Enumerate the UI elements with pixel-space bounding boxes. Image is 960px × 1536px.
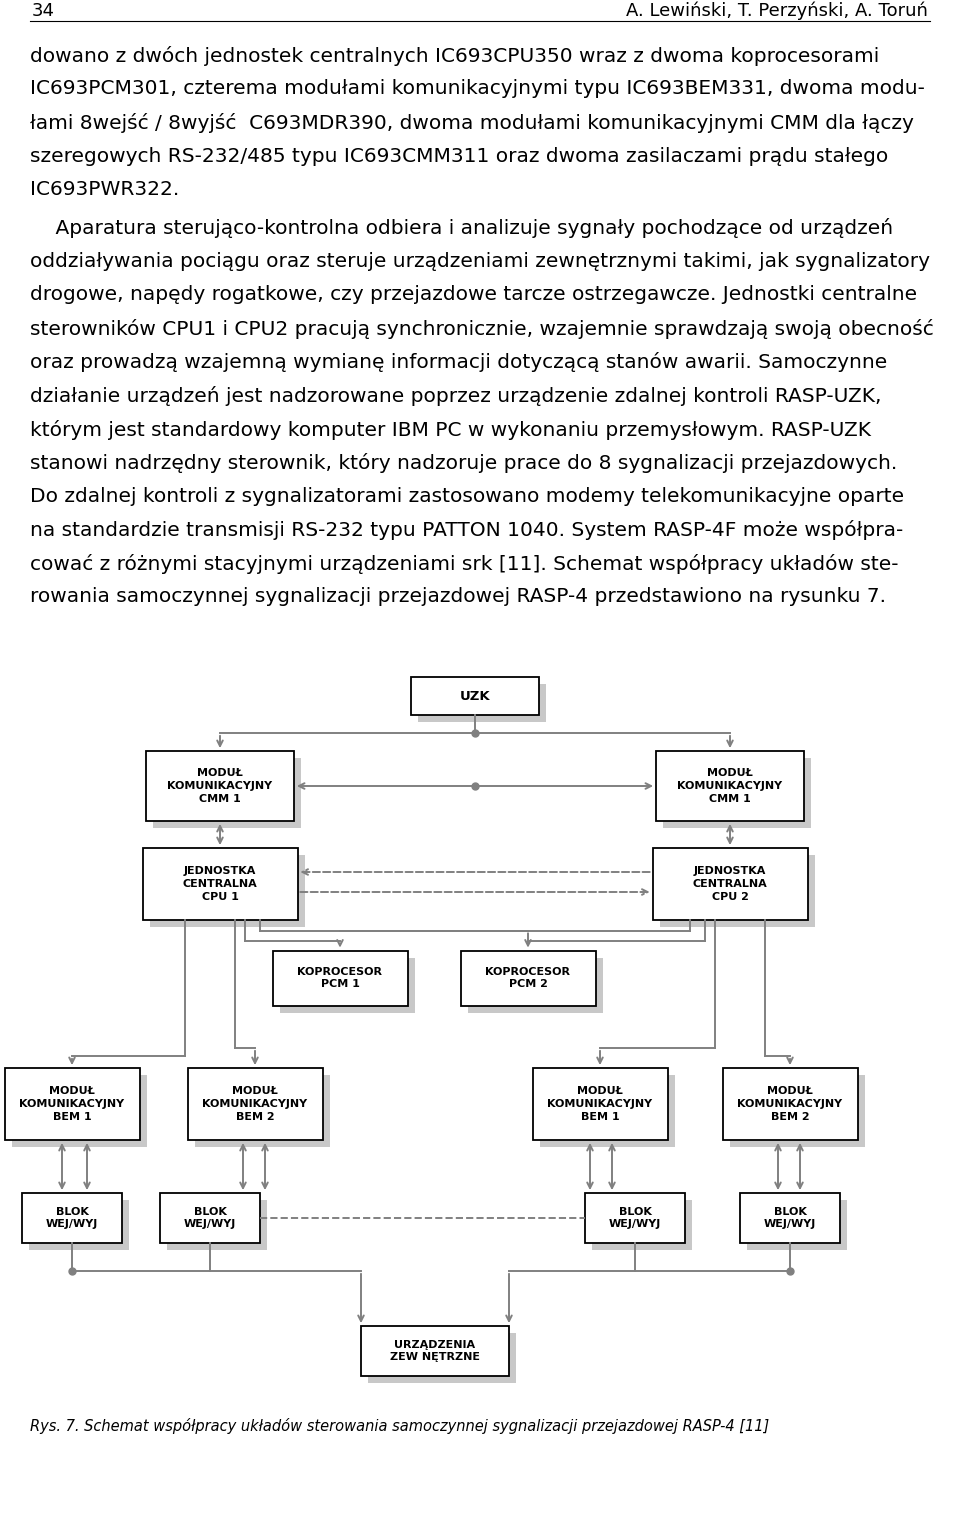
Text: dowano z dwóch jednostek centralnych IC693CPU350 wraz z dwoma koprocesorami: dowano z dwóch jednostek centralnych IC6… [30,46,879,66]
Text: cować z różnymi stacyjnymi urządzeniami srk [11]. Schemat współpracy układów ste: cować z różnymi stacyjnymi urządzeniami … [30,553,899,573]
Bar [540,1075,675,1147]
Text: szeregowych RS-232/485 typu IC693CMM311 oraz dwoma zasilaczami prądu stałego: szeregowych RS-232/485 typu IC693CMM311 … [30,146,888,166]
Text: IC693PCM301, czterema modułami komunikacyjnymi typu IC693BEM331, dwoma modu-: IC693PCM301, czterema modułami komunikac… [30,80,924,98]
Bar [361,1326,509,1376]
Text: KOPROCESOR
PCM 2: KOPROCESOR PCM 2 [486,966,570,989]
Bar [146,751,294,822]
Bar [653,848,807,920]
Bar [273,951,407,1006]
Bar [747,1200,847,1250]
Text: BLOK
WEJ/WYJ: BLOK WEJ/WYJ [764,1207,816,1229]
Bar [368,1333,516,1382]
Text: sterowników CPU1 i CPU2 pracują synchronicznie, wzajemnie sprawdzają swoją obecn: sterowników CPU1 i CPU2 pracują synchron… [30,319,934,339]
Text: którym jest standardowy komputer IBM PC w wykonaniu przemysłowym. RASP-UZK: którym jest standardowy komputer IBM PC … [30,419,871,439]
Text: Aparatura sterująco-kontrolna odbiera i analizuje sygnały pochodzące od urządzeń: Aparatura sterująco-kontrolna odbiera i … [30,218,893,238]
Bar [730,1075,865,1147]
Text: UZK: UZK [460,690,491,702]
Bar [592,1200,692,1250]
Bar [153,757,301,828]
Text: MODUŁ
KOMUNIKACYJNY
BEM 1: MODUŁ KOMUNIKACYJNY BEM 1 [547,1086,653,1121]
Text: oraz prowadzą wzajemną wymianę informacji dotyczącą stanów awarii. Samoczynne: oraz prowadzą wzajemną wymianę informacj… [30,352,887,373]
Text: Rys. 7. Schemat współpracy układów sterowania samoczynnej sygnalizacji przejazdo: Rys. 7. Schemat współpracy układów stero… [30,1418,769,1435]
Bar [468,957,603,1012]
Text: łami 8wejść / 8wyjść  C693MDR390, dwoma modułami komunikacyjnymi CMM dla łączy: łami 8wejść / 8wyjść C693MDR390, dwoma m… [30,114,914,134]
Bar [411,677,539,714]
Text: MODUŁ
KOMUNIKACYJNY
CMM 1: MODUŁ KOMUNIKACYJNY CMM 1 [678,768,782,803]
Bar [740,1193,840,1243]
Text: BLOK
WEJ/WYJ: BLOK WEJ/WYJ [609,1207,661,1229]
Text: na standardzie transmisji RS-232 typu PATTON 1040. System RASP-4F może współpra-: na standardzie transmisji RS-232 typu PA… [30,521,903,541]
Bar [5,1068,139,1140]
Text: JEDNOSTKA
CENTRALNA
CPU 1: JEDNOSTKA CENTRALNA CPU 1 [182,866,257,902]
Text: MODUŁ
KOMUNIKACYJNY
BEM 1: MODUŁ KOMUNIKACYJNY BEM 1 [19,1086,125,1121]
Bar [167,1200,267,1250]
Text: 34: 34 [32,2,55,20]
Bar [29,1200,129,1250]
Bar [533,1068,667,1140]
Text: drogowe, napędy rogatkowe, czy przejazdowe tarcze ostrzegawcze. Jednostki centra: drogowe, napędy rogatkowe, czy przejazdo… [30,286,917,304]
Bar [279,957,415,1012]
Bar [187,1068,323,1140]
Text: URZĄDZENIA
ZEW NĘTRZNE: URZĄDZENIA ZEW NĘTRZNE [390,1339,480,1362]
Text: stanowi nadrzędny sterownik, który nadzoruje prace do 8 sygnalizacji przejazdowy: stanowi nadrzędny sterownik, który nadzo… [30,453,898,473]
Bar [461,951,595,1006]
Text: MODUŁ
KOMUNIKACYJNY
CMM 1: MODUŁ KOMUNIKACYJNY CMM 1 [167,768,273,803]
Text: BLOK
WEJ/WYJ: BLOK WEJ/WYJ [46,1207,98,1229]
Text: oddziaływania pociągu oraz steruje urządzeniami zewnętrznymi takimi, jak sygnali: oddziaływania pociągu oraz steruje urząd… [30,252,930,270]
Bar [142,848,298,920]
Text: działanie urządzeń jest nadzorowane poprzez urządzenie zdalnej kontroli RASP-UZK: działanie urządzeń jest nadzorowane popr… [30,386,881,406]
Bar [656,751,804,822]
Bar [585,1193,685,1243]
Text: A. Lewiński, T. Perzyński, A. Toruń: A. Lewiński, T. Perzyński, A. Toruń [626,2,928,20]
Bar [723,1068,857,1140]
Text: BLOK
WEJ/WYJ: BLOK WEJ/WYJ [184,1207,236,1229]
Bar [660,856,814,928]
Text: IC693PWR322.: IC693PWR322. [30,180,180,200]
Bar [195,1075,329,1147]
Bar [160,1193,260,1243]
Bar [150,856,304,928]
Text: rowania samoczynnej sygnalizacji przejazdowej RASP-4 przedstawiono na rysunku 7.: rowania samoczynnej sygnalizacji przejaz… [30,587,886,607]
Bar [663,757,811,828]
Text: MODUŁ
KOMUNIKACYJNY
BEM 2: MODUŁ KOMUNIKACYJNY BEM 2 [737,1086,843,1121]
Bar [12,1075,147,1147]
Bar [418,684,546,722]
Text: Do zdalnej kontroli z sygnalizatorami zastosowano modemy telekomunikacyjne opart: Do zdalnej kontroli z sygnalizatorami za… [30,487,904,505]
Text: JEDNOSTKA
CENTRALNA
CPU 2: JEDNOSTKA CENTRALNA CPU 2 [692,866,767,902]
Text: KOPROCESOR
PCM 1: KOPROCESOR PCM 1 [298,966,382,989]
Bar [22,1193,122,1243]
Text: MODUŁ
KOMUNIKACYJNY
BEM 2: MODUŁ KOMUNIKACYJNY BEM 2 [203,1086,307,1121]
